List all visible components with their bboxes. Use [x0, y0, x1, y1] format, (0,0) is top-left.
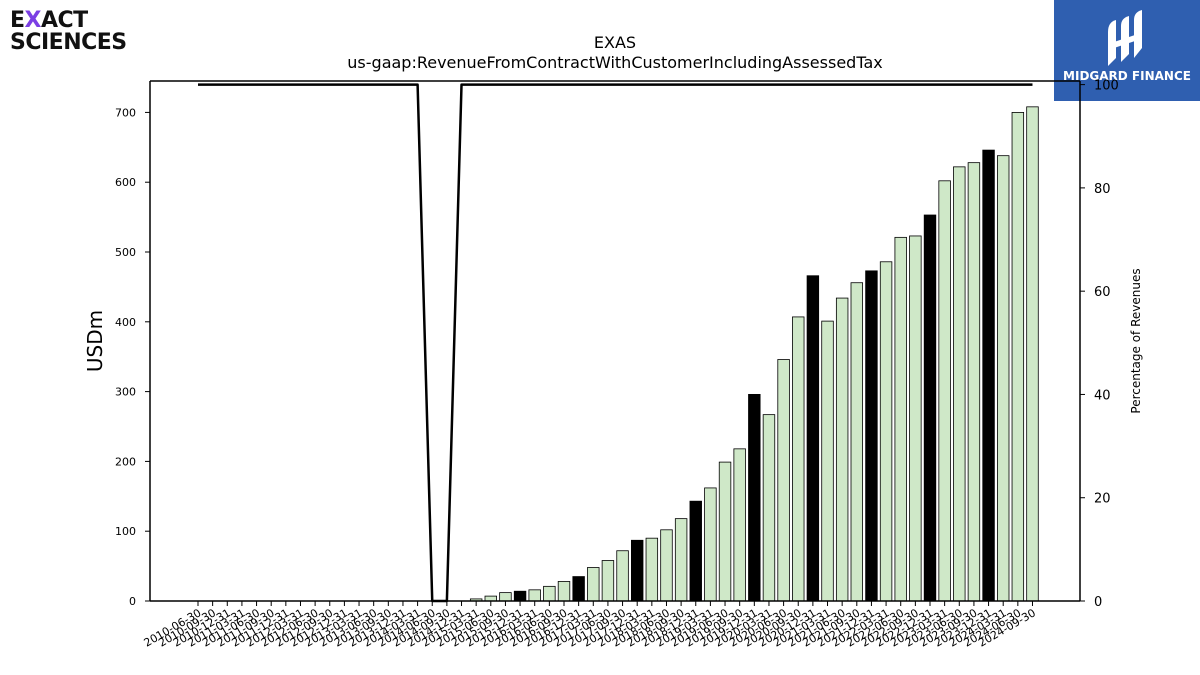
bar-2018-12-31 — [689, 500, 702, 602]
bar-2021-03-31 — [821, 320, 834, 602]
logo-letters: ACT — [41, 8, 88, 33]
bar-2022-09-30 — [909, 235, 922, 602]
bar-2016-12-31 — [572, 576, 585, 602]
exact-sciences-logo: EXACT SCIENCES — [10, 10, 140, 54]
y-tick-label: 700 — [115, 106, 136, 119]
bar-2024-03-31 — [997, 155, 1010, 602]
bar-2015-09-30 — [499, 592, 512, 602]
bar-2020-09-30 — [792, 316, 805, 602]
bar-2017-09-30 — [616, 550, 629, 602]
bar-2021-12-31 — [865, 270, 878, 602]
y2-axis-label: Percentage of Revenues — [1129, 268, 1143, 413]
bar-2019-12-31 — [748, 393, 761, 602]
logo-x-letter: X — [24, 8, 42, 33]
bar-2022-06-30 — [894, 236, 907, 602]
bar-2015-12-31 — [513, 590, 527, 602]
chart-subtitle: us-gaap:RevenueFromContractWithCustomerI… — [347, 53, 882, 72]
bar-2023-09-30 — [967, 162, 981, 602]
percentage-line — [198, 83, 1033, 603]
y2-tick-label: 60 — [1094, 285, 1111, 300]
y2-tick-label: 100 — [1094, 79, 1119, 94]
bar-2016-03-31 — [528, 589, 541, 602]
logo-name: MIDGARD FINANCE — [1063, 69, 1191, 83]
bar-2022-03-31 — [879, 261, 893, 602]
bar-2017-03-31 — [587, 567, 600, 602]
midgard-finance-logo: MIDGARD FINANCE — [1054, 0, 1200, 101]
y-tick-label: 100 — [115, 525, 136, 538]
bar-2017-06-30 — [601, 560, 615, 602]
bar-2024-06-30 — [1011, 112, 1025, 602]
bar-2018-03-31 — [645, 537, 659, 602]
y-tick-label: 200 — [115, 455, 136, 468]
bar-2018-09-30 — [674, 518, 688, 602]
logo-letter: E — [10, 8, 25, 33]
bar-2020-06-30 — [777, 359, 790, 602]
y-tick-label: 600 — [115, 176, 136, 189]
bar-2021-06-30 — [835, 297, 849, 602]
bar-2023-03-31 — [938, 180, 951, 602]
y-tick-label: 400 — [115, 316, 136, 329]
bar-2024-09-30 — [1026, 106, 1039, 602]
y-tick-label: 500 — [115, 246, 136, 259]
y2-tick-label: 20 — [1094, 492, 1111, 507]
bar-2021-09-30 — [850, 282, 864, 602]
y2-tick-label: 0 — [1094, 595, 1102, 610]
y2-tick-label: 40 — [1094, 388, 1111, 403]
y-tick-label: 0 — [129, 595, 136, 608]
y2-tick-label: 80 — [1094, 182, 1111, 197]
axes-layer: 01002003004005006007000204060801002010-0… — [115, 79, 1119, 650]
bars-layer — [469, 106, 1039, 602]
bar-2019-06-30 — [718, 461, 732, 602]
bar-2023-12-31 — [982, 149, 995, 602]
bar-2018-06-30 — [660, 529, 673, 602]
midgard-mark-icon — [1108, 10, 1142, 66]
y-axis-label: USDm — [83, 310, 107, 372]
line-layer — [198, 83, 1033, 603]
bar-2017-12-31 — [631, 539, 644, 602]
logo-line-2: SCIENCES — [10, 30, 127, 55]
bar-2023-06-30 — [953, 166, 966, 602]
bar-2019-03-31 — [704, 487, 717, 602]
chart-title: EXAS — [594, 33, 636, 52]
bar-2020-12-31 — [806, 275, 820, 602]
bar-2019-09-30 — [733, 448, 746, 602]
y-tick-label: 300 — [115, 386, 136, 399]
bar-2022-12-31 — [923, 214, 937, 602]
logo-line-1: EXACT — [10, 10, 140, 32]
bar-2016-09-30 — [557, 581, 571, 602]
bar-2016-06-30 — [543, 585, 556, 602]
bar-2020-03-31 — [762, 414, 776, 602]
